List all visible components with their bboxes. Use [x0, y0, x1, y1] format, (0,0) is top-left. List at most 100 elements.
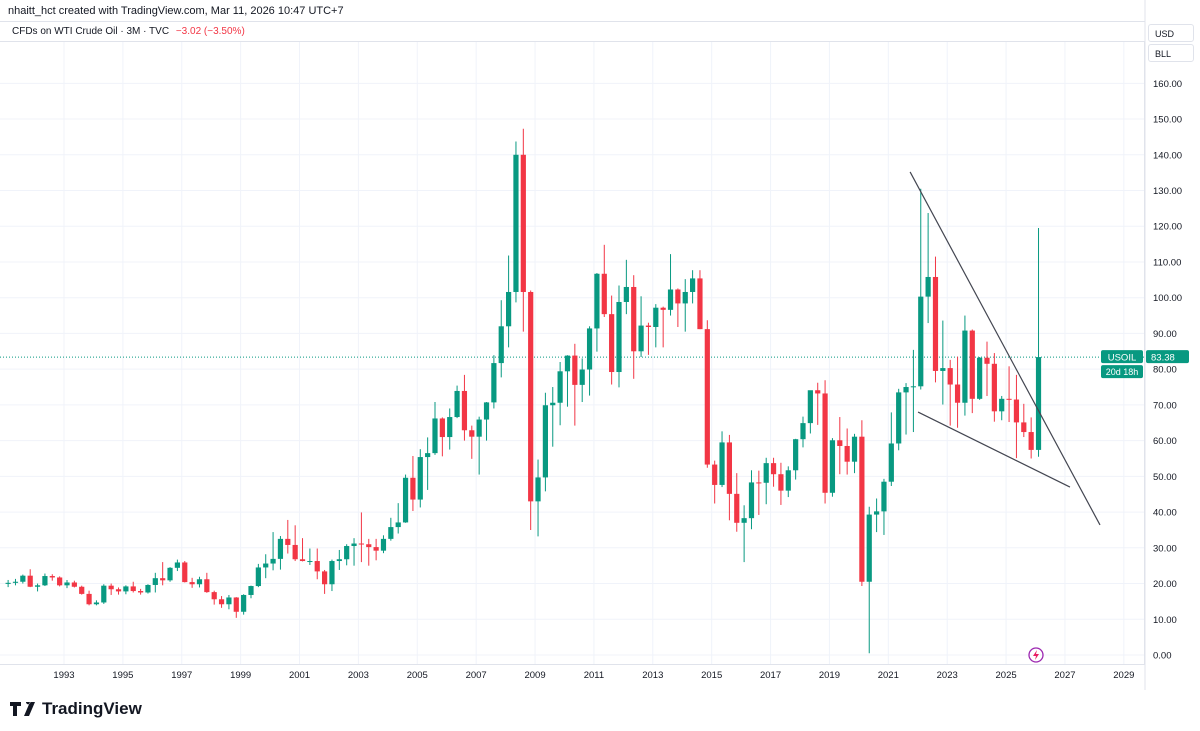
- x-tick-label: 2025: [996, 670, 1017, 681]
- x-tick-label: 2029: [1113, 670, 1134, 681]
- candle-body: [483, 402, 490, 420]
- candle-body: [1013, 399, 1020, 423]
- x-tick-label: 2007: [466, 670, 487, 681]
- candle-body: [741, 518, 747, 523]
- legend: CFDs on WTI Crude Oil · 3M · TVC −3.02 (…: [0, 21, 1145, 41]
- candle-body: [241, 594, 247, 612]
- candle-body: [322, 571, 328, 585]
- candle-body: [932, 276, 939, 371]
- candle-body: [704, 329, 710, 465]
- y-tick-label: 20.00: [1153, 579, 1177, 590]
- y-tick-label: 140.00: [1153, 150, 1182, 161]
- candle-body: [844, 445, 850, 462]
- candle-body: [866, 514, 872, 582]
- x-tick-label: 2011: [584, 670, 604, 681]
- candle-body: [218, 599, 225, 605]
- candle-body: [130, 586, 136, 592]
- candle-body: [910, 386, 916, 388]
- candle-body: [373, 547, 379, 551]
- y-tick-label: 10.00: [1153, 615, 1177, 626]
- candle-body: [498, 326, 504, 364]
- candle-body: [123, 586, 129, 592]
- lightning-bolt-icon: [1033, 650, 1039, 660]
- candle-body: [572, 355, 578, 385]
- candle-body: [793, 439, 799, 471]
- candle-body: [1021, 422, 1027, 433]
- logo-text: TradingView: [42, 699, 142, 718]
- candle-body: [469, 430, 475, 437]
- candle-body: [410, 477, 416, 500]
- unit-button[interactable]: BLL: [1148, 44, 1194, 62]
- candle-body: [888, 443, 894, 482]
- candle-body: [969, 330, 975, 399]
- candle-body: [292, 544, 298, 560]
- candle-body: [454, 390, 460, 418]
- candle-body: [211, 592, 217, 600]
- candle-body: [506, 291, 512, 327]
- candle-body: [815, 390, 821, 394]
- trendline: [917, 411, 1071, 488]
- candle-body: [182, 562, 188, 583]
- bar-countdown: 20d 18h: [1106, 367, 1139, 377]
- candle-body: [101, 585, 107, 603]
- candle-body: [20, 575, 26, 582]
- price-chart[interactable]: 0.00 10.00 20.00 30.00 40.00 50.00 60.00 70.00 8…: [0, 0, 1200, 690]
- x-tick-label: 2003: [348, 670, 369, 681]
- y-tick-label: 160.00: [1153, 79, 1182, 90]
- candle-body: [329, 561, 335, 585]
- y-tick-label: 130.00: [1153, 186, 1182, 197]
- candle-body: [189, 582, 195, 585]
- candle-body: [667, 289, 674, 310]
- candle-body: [307, 561, 313, 563]
- tradingview-logo[interactable]: TradingView: [10, 699, 142, 719]
- candle-body: [447, 417, 453, 438]
- candle-body: [609, 314, 615, 373]
- candle-body: [991, 363, 997, 412]
- candle-body: [528, 291, 534, 502]
- x-tick-label: 1993: [53, 670, 74, 681]
- candle-body: [748, 482, 755, 519]
- tradingview-logo-icon: [10, 702, 35, 716]
- attribution: nhaitt_hct created with TradingView.com,…: [8, 5, 344, 17]
- candle-body: [756, 482, 762, 484]
- candle-body: [645, 325, 652, 327]
- candle-body: [1006, 398, 1012, 400]
- y-tick-label: 30.00: [1153, 543, 1177, 554]
- candle-body: [594, 273, 600, 329]
- candle-body: [638, 325, 644, 352]
- currency-button[interactable]: USD: [1148, 24, 1194, 42]
- candle-body: [719, 442, 725, 485]
- candle-body: [800, 423, 806, 440]
- candle-body: [822, 393, 828, 493]
- candle-body: [270, 558, 276, 564]
- y-tick-label: 50.00: [1153, 472, 1177, 483]
- candle-body: [380, 538, 387, 551]
- symbol-description: CFDs on WTI Crude Oil · 3M · TVC: [12, 26, 170, 37]
- x-tick-label: 1995: [112, 670, 133, 681]
- candle-body: [108, 585, 114, 590]
- y-tick-label: 110.00: [1153, 257, 1181, 268]
- candle-body: [27, 575, 33, 587]
- candle-body: [476, 419, 482, 437]
- candle-body: [79, 586, 85, 594]
- candle-body: [690, 278, 696, 292]
- candle-body: [984, 357, 990, 364]
- candle-body: [425, 453, 431, 458]
- candle-body: [550, 402, 556, 406]
- candle-body: [115, 589, 122, 592]
- candle-body: [226, 597, 232, 605]
- countdown-badge: [1101, 365, 1143, 379]
- x-tick-label: 2021: [878, 670, 899, 681]
- candle-body: [734, 493, 740, 523]
- candle-body: [682, 291, 688, 304]
- trendline: [909, 171, 1101, 526]
- candle-body: [903, 387, 909, 393]
- candle-body: [71, 582, 77, 587]
- candle-body: [513, 154, 519, 292]
- candle-body: [167, 567, 173, 581]
- last-price-value: 83.38: [1151, 353, 1175, 364]
- x-tick-label: 2013: [642, 670, 663, 681]
- candle-body: [204, 579, 210, 593]
- candle-body: [285, 538, 291, 545]
- candle-body: [314, 561, 320, 572]
